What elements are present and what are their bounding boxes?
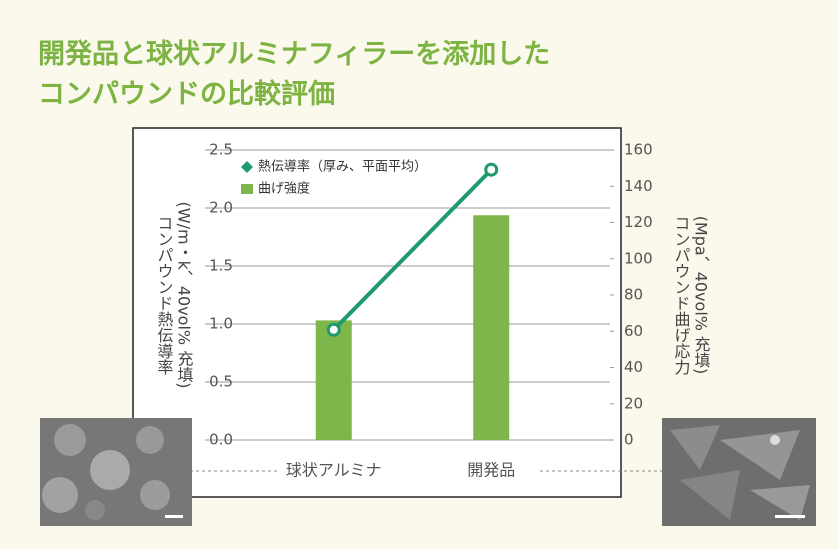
marker: [484, 162, 499, 177]
chart-title: 開発品と球状アルミナフィラーを添加した: [38, 39, 550, 70]
y2-tick-label: 120: [624, 213, 653, 231]
y2-tick-label: 100: [624, 249, 653, 267]
y-tick-label: 1.5: [209, 257, 233, 275]
bar: [315, 320, 352, 440]
y-axis-label: コンパウンド熱伝導率: [155, 215, 174, 375]
sem-image: [40, 418, 192, 526]
legend-label: 熱伝導率（厚み、平面平均）: [258, 159, 427, 175]
y-tick-label: 2.0: [209, 199, 233, 217]
y2-axis-label: (Mpa、40vol% 充填): [692, 216, 711, 375]
legend-swatch: [241, 161, 253, 173]
x-tick-label: 球状アルミナ: [286, 461, 382, 480]
chart-title: コンパウンドの比較評価: [38, 78, 335, 110]
y2-tick-label: 0: [624, 431, 634, 449]
y-tick-label: 1.0: [209, 315, 233, 333]
line: [332, 168, 493, 332]
sem-image: [662, 418, 816, 526]
y2-tick-label: 140: [624, 177, 653, 195]
y-axis-label: (W/m・k、40vol% 充填): [175, 202, 194, 389]
bar: [473, 215, 510, 440]
y-tick-label: 2.5: [209, 141, 233, 159]
y-tick-label: 0.5: [209, 373, 233, 391]
marker: [326, 322, 341, 337]
y2-tick-label: 40: [624, 358, 643, 376]
y2-tick-label: 160: [624, 141, 653, 159]
y2-tick-label: 60: [624, 322, 643, 340]
legend-label: 曲げ強度: [258, 181, 310, 197]
legend-swatch: [241, 184, 253, 194]
plot-frame: [132, 127, 622, 498]
y-tick-label: 0.0: [209, 431, 233, 449]
x-tick-label: 開発品: [467, 461, 515, 480]
y2-tick-label: 20: [624, 394, 643, 412]
y2-tick-label: 80: [624, 286, 643, 304]
y2-axis-label: コンパウンド曲げ応力: [672, 215, 691, 376]
